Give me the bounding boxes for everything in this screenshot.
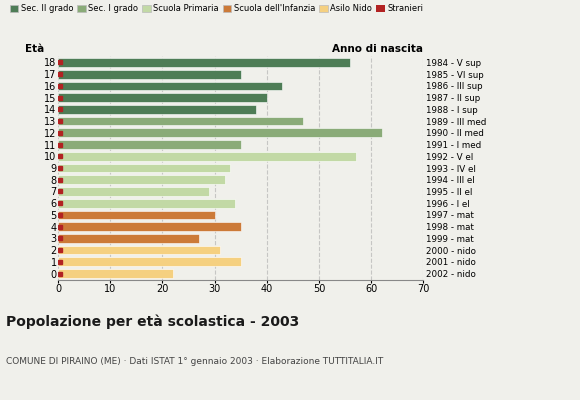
Bar bbox=[58, 128, 382, 137]
Bar bbox=[58, 58, 350, 67]
Text: COMUNE DI PIRAINO (ME) · Dati ISTAT 1° gennaio 2003 · Elaborazione TUTTITALIA.IT: COMUNE DI PIRAINO (ME) · Dati ISTAT 1° g… bbox=[6, 357, 383, 366]
Bar bbox=[58, 234, 199, 243]
Legend: Sec. II grado, Sec. I grado, Scuola Primaria, Scuola dell'Infanzia, Asilo Nido, : Sec. II grado, Sec. I grado, Scuola Prim… bbox=[10, 4, 423, 13]
Bar bbox=[58, 222, 241, 231]
Bar bbox=[58, 246, 220, 254]
Bar bbox=[58, 82, 282, 90]
Bar bbox=[58, 187, 209, 196]
Bar bbox=[58, 199, 235, 208]
Text: Età: Età bbox=[25, 44, 44, 54]
Bar bbox=[58, 164, 230, 172]
Bar bbox=[58, 269, 173, 278]
Text: Popolazione per età scolastica - 2003: Popolazione per età scolastica - 2003 bbox=[6, 314, 299, 329]
Bar bbox=[58, 152, 356, 161]
Bar bbox=[58, 210, 215, 219]
Bar bbox=[58, 93, 267, 102]
Bar bbox=[58, 140, 241, 149]
Bar bbox=[58, 117, 303, 126]
Text: Anno di nascita: Anno di nascita bbox=[332, 44, 423, 54]
Bar bbox=[58, 70, 241, 78]
Bar bbox=[58, 175, 225, 184]
Bar bbox=[58, 105, 256, 114]
Bar bbox=[58, 258, 241, 266]
